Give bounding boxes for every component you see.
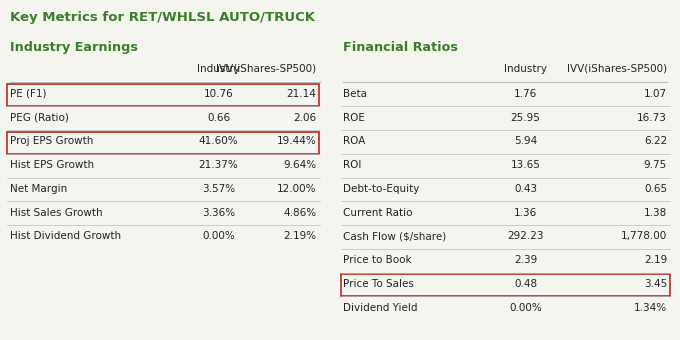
Text: PEG (Ratio): PEG (Ratio) [10,113,69,123]
Text: ROE: ROE [343,113,365,123]
Text: Industry Earnings: Industry Earnings [10,41,137,54]
Text: Hist Dividend Growth: Hist Dividend Growth [10,232,120,241]
Text: Cash Flow ($/share): Cash Flow ($/share) [343,232,447,241]
Text: Price To Sales: Price To Sales [343,279,414,289]
Text: 5.94: 5.94 [514,136,537,147]
Text: Key Metrics for RET/WHLSL AUTO/TRUCK: Key Metrics for RET/WHLSL AUTO/TRUCK [10,11,315,24]
Text: 3.36%: 3.36% [202,208,235,218]
Text: Net Margin: Net Margin [10,184,67,194]
Text: 13.65: 13.65 [511,160,541,170]
Text: 1.07: 1.07 [644,89,667,99]
Text: Industry: Industry [504,64,547,74]
Text: 0.48: 0.48 [514,279,537,289]
Text: Current Ratio: Current Ratio [343,208,413,218]
Text: 0.43: 0.43 [514,184,537,194]
Text: PE (F1): PE (F1) [10,89,46,99]
Text: 2.19%: 2.19% [284,232,316,241]
Text: 3.45: 3.45 [644,279,667,289]
Text: Dividend Yield: Dividend Yield [343,303,418,312]
Text: IVV(iShares-SP500): IVV(iShares-SP500) [216,64,316,74]
Text: 0.65: 0.65 [644,184,667,194]
Text: 2.39: 2.39 [514,255,537,265]
Text: Price to Book: Price to Book [343,255,412,265]
Text: 4.86%: 4.86% [284,208,316,218]
Text: 25.95: 25.95 [511,113,541,123]
Text: 1.34%: 1.34% [634,303,667,312]
Text: ROA: ROA [343,136,366,147]
Text: Hist EPS Growth: Hist EPS Growth [10,160,94,170]
Text: 16.73: 16.73 [637,113,667,123]
Text: 0.00%: 0.00% [202,232,235,241]
Text: 292.23: 292.23 [507,232,544,241]
Text: 0.66: 0.66 [207,113,230,123]
Text: 6.22: 6.22 [644,136,667,147]
Text: Beta: Beta [343,89,367,99]
Text: 41.60%: 41.60% [199,136,239,147]
Text: 1,778.00: 1,778.00 [621,232,667,241]
Text: ROI: ROI [343,160,362,170]
Text: 19.44%: 19.44% [277,136,316,147]
Text: 21.37%: 21.37% [199,160,239,170]
Text: 2.06: 2.06 [293,113,316,123]
Text: 1.36: 1.36 [514,208,537,218]
Text: Financial Ratios: Financial Ratios [343,41,458,54]
Text: 10.76: 10.76 [204,89,233,99]
Text: 12.00%: 12.00% [277,184,316,194]
Text: IVV(iShares-SP500): IVV(iShares-SP500) [567,64,667,74]
Text: 3.57%: 3.57% [202,184,235,194]
Text: 9.75: 9.75 [644,160,667,170]
Text: 1.76: 1.76 [514,89,537,99]
Text: 0.00%: 0.00% [509,303,542,312]
Text: Proj EPS Growth: Proj EPS Growth [10,136,93,147]
Text: 1.38: 1.38 [644,208,667,218]
Text: Industry: Industry [197,64,240,74]
Text: 9.64%: 9.64% [284,160,316,170]
Text: Debt-to-Equity: Debt-to-Equity [343,184,420,194]
Text: 2.19: 2.19 [644,255,667,265]
Text: Hist Sales Growth: Hist Sales Growth [10,208,102,218]
Text: 21.14: 21.14 [286,89,316,99]
